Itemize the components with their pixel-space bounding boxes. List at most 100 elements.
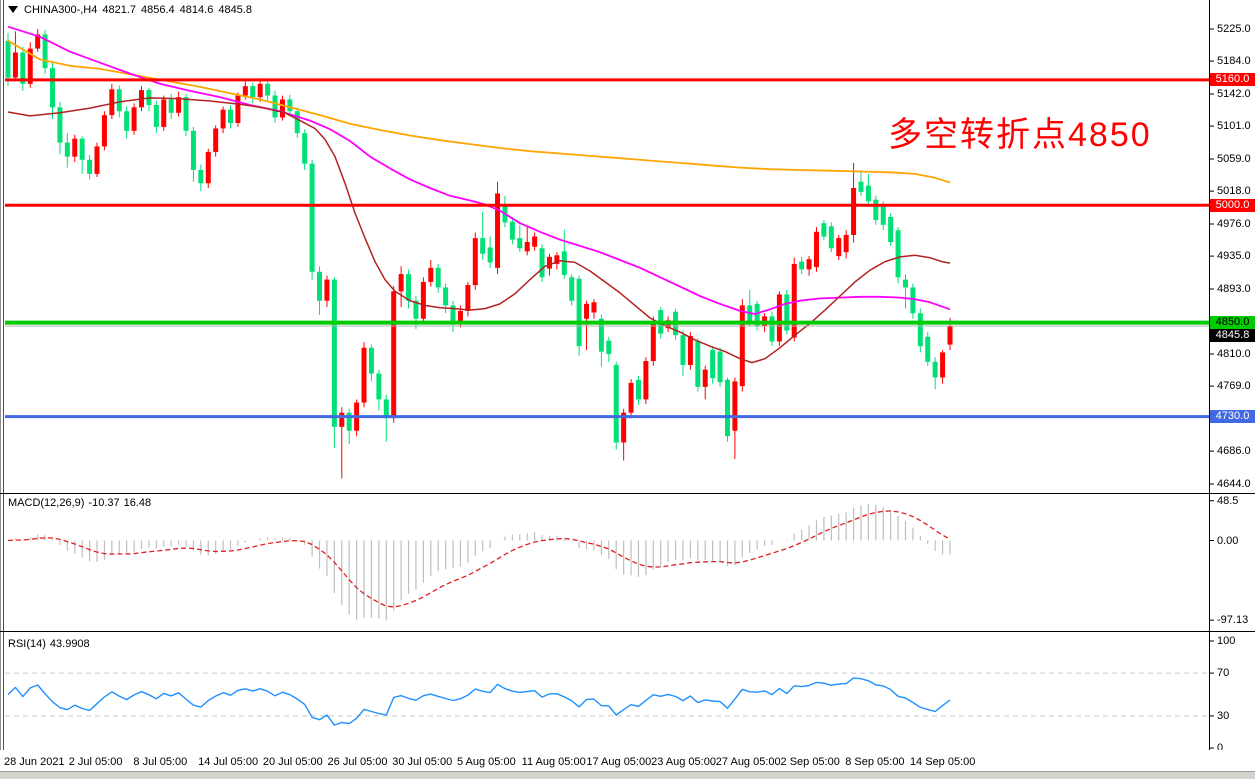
candle-body bbox=[205, 151, 211, 184]
candle-body bbox=[420, 281, 426, 319]
time-axis-label: 8 Sep 05:00 bbox=[845, 756, 905, 768]
candle-body bbox=[940, 352, 946, 378]
candle-body bbox=[124, 111, 130, 131]
candle-body bbox=[324, 279, 330, 301]
mid-ma-line bbox=[7, 25, 951, 315]
candle-body bbox=[50, 68, 56, 108]
ohlc-readout: 4821.7 4856.4 4814.6 4845.8 bbox=[97, 4, 252, 16]
price-axis-label: 5142.0 bbox=[1217, 87, 1251, 100]
candle-body bbox=[576, 278, 582, 347]
annotation-text[interactable]: 多空转折点4850 bbox=[888, 116, 1152, 154]
candle-body bbox=[724, 379, 730, 437]
candle-body bbox=[902, 279, 908, 288]
hline-badge: 5000.0 bbox=[1210, 198, 1255, 212]
window-left-border bbox=[0, 0, 1, 779]
candle-body bbox=[265, 83, 271, 96]
macd-axis-label: -97.13 bbox=[1217, 614, 1249, 627]
hline-badge: 4730.0 bbox=[1210, 410, 1255, 424]
candle-body bbox=[272, 95, 278, 118]
candle-body bbox=[776, 294, 782, 342]
candle-body bbox=[153, 104, 159, 127]
candle-body bbox=[20, 52, 26, 84]
candle-body bbox=[413, 300, 419, 319]
candle-body bbox=[880, 206, 886, 225]
candle-body bbox=[524, 242, 530, 252]
slow-ma-line bbox=[7, 39, 951, 184]
candle-body bbox=[57, 107, 63, 143]
candle-body bbox=[116, 89, 122, 112]
price-axis-label: 4686.0 bbox=[1217, 445, 1251, 458]
candle-body bbox=[584, 303, 590, 319]
candle-body bbox=[376, 373, 382, 400]
candle-body bbox=[94, 146, 100, 174]
candle-body bbox=[457, 310, 463, 323]
candle-body bbox=[101, 115, 107, 147]
candle-body bbox=[517, 238, 523, 249]
candle-body bbox=[450, 305, 456, 323]
candle-body bbox=[561, 251, 567, 275]
candle-body bbox=[64, 142, 70, 157]
candle-body bbox=[406, 274, 412, 301]
candle-body bbox=[925, 336, 931, 362]
time-axis-label: 2 Sep 05:00 bbox=[780, 756, 840, 768]
open-value: 4821.7 bbox=[102, 4, 137, 16]
candle-body bbox=[813, 231, 819, 268]
candle-body bbox=[873, 199, 879, 221]
candle-body bbox=[398, 274, 404, 292]
candle-body bbox=[836, 238, 842, 257]
candle-body bbox=[710, 350, 716, 379]
candle-body bbox=[383, 399, 389, 419]
candle-body bbox=[161, 99, 167, 127]
rsi-value: 43.9908 bbox=[49, 638, 90, 650]
candle-body bbox=[35, 34, 41, 49]
candle-body bbox=[279, 99, 285, 118]
time-axis-label: 23 Aug 05:00 bbox=[651, 756, 716, 768]
rsi-axis-label: 100 bbox=[1217, 635, 1236, 647]
candle-body bbox=[487, 247, 493, 263]
close-value: 4845.8 bbox=[218, 4, 252, 16]
chart-title-bar: CHINA300-,H4 4821.7 4856.4 4814.6 4845.8 bbox=[8, 4, 252, 18]
chevron-down-icon[interactable] bbox=[8, 6, 18, 13]
candle-body bbox=[650, 322, 656, 362]
price-axis-label: 4769.0 bbox=[1217, 380, 1251, 393]
price-axis-label: 4935.0 bbox=[1217, 250, 1251, 263]
price-axis-label: 4976.0 bbox=[1217, 217, 1251, 230]
candle-body bbox=[821, 223, 827, 237]
candle-body bbox=[339, 412, 345, 427]
candle-body bbox=[702, 369, 708, 387]
candle-body bbox=[495, 193, 501, 268]
candle-body bbox=[799, 261, 805, 270]
candle-body bbox=[176, 97, 182, 113]
candle-body bbox=[598, 318, 604, 352]
time-axis-label: 11 Aug 05:00 bbox=[521, 756, 586, 768]
candle-body bbox=[635, 379, 641, 400]
time-axis-label: 14 Jul 05:00 bbox=[198, 756, 259, 768]
candle-body bbox=[769, 316, 775, 342]
candle-body bbox=[5, 40, 11, 78]
time-axis-label: 20 Jul 05:00 bbox=[262, 756, 323, 768]
macd-axis-label: 0.00 bbox=[1217, 534, 1239, 547]
macd-signal-value: 16.48 bbox=[123, 497, 152, 509]
window-left-border-inner bbox=[3, 0, 4, 779]
candle-body bbox=[680, 335, 686, 365]
hline-badge: 4850.0 bbox=[1210, 316, 1255, 330]
candle-body bbox=[888, 216, 894, 243]
candle-body bbox=[87, 159, 93, 174]
candle-body bbox=[465, 285, 471, 311]
candle-body bbox=[183, 97, 189, 131]
candle-body bbox=[747, 305, 753, 324]
candle-body bbox=[235, 95, 241, 123]
candle-body bbox=[72, 138, 78, 157]
candle-body bbox=[361, 347, 367, 403]
candle-body bbox=[198, 169, 204, 184]
time-axis[interactable]: 28 Jun 2021 2 Jul 05:00 8 Jul 05:00 14 Jul … bbox=[0, 750, 1255, 771]
candle-body bbox=[628, 382, 634, 413]
candle-body bbox=[843, 234, 849, 253]
candle-body bbox=[606, 340, 612, 354]
price-axis-label: 5184.0 bbox=[1217, 55, 1251, 68]
window-bottom-strip bbox=[0, 771, 1255, 779]
high-value: 4856.4 bbox=[141, 4, 175, 16]
candle-body bbox=[613, 364, 619, 443]
symbol-title: CHINA300-,H4 bbox=[24, 4, 98, 16]
